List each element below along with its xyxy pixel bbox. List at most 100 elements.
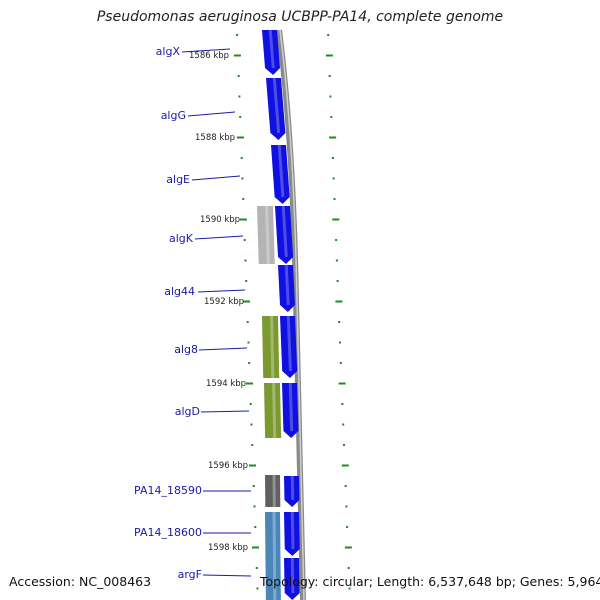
scale-tick — [250, 423, 253, 426]
gene-arrow-algx — [262, 29, 281, 75]
scale-tick — [325, 54, 333, 57]
scale-tick — [246, 321, 249, 323]
scale-tick — [335, 300, 343, 303]
scale-tick — [328, 75, 331, 77]
scale-tick — [239, 116, 242, 118]
gene-label-pa14-18600[interactable]: PA14_18600 — [134, 526, 202, 539]
scale-tick — [241, 177, 244, 180]
label-leader-lines — [181, 48, 252, 577]
gene-arrow-pa14-18590 — [284, 475, 300, 507]
scale-tick — [256, 587, 259, 590]
scale-tick — [335, 239, 338, 241]
gene-block-algd-body — [264, 383, 282, 438]
gene-block-pa14-18600-shine — [272, 511, 277, 600]
scale-tick — [343, 444, 345, 446]
label-leader-line — [194, 235, 244, 240]
scale-tick — [244, 259, 247, 262]
scale-tick — [332, 177, 335, 180]
scale-tick — [329, 136, 337, 139]
gene-arrow-pa14-18600-shine — [290, 511, 295, 550]
scale-tick — [253, 505, 256, 508]
gene-arrow-alg44 — [278, 264, 295, 312]
gene-block-grey — [257, 205, 275, 265]
gene-arrow-alge-shine — [277, 144, 285, 198]
scale-tick — [335, 259, 338, 262]
scale-tick — [242, 198, 245, 200]
scale-ticks — [233, 34, 352, 590]
scale-tick — [330, 116, 333, 118]
gene-arrow-algg-body — [266, 78, 286, 140]
gene-arrow-alg44-body — [278, 265, 295, 312]
gene-block-pa14-18600 — [265, 511, 281, 600]
scale-tick — [342, 423, 345, 426]
gene-label-algd[interactable]: algD — [174, 405, 200, 418]
gene-arrow-algk-body — [275, 206, 294, 264]
topology-text: Topology: circular; Length: 6,537,648 bp… — [260, 574, 600, 589]
gene-features — [257, 29, 300, 600]
scale-tick — [237, 75, 240, 77]
gene-label-algx[interactable]: algX — [155, 45, 180, 58]
gene-block-pa14-18600-body — [265, 512, 281, 600]
scale-tick — [236, 34, 239, 36]
gene-label-alg44[interactable]: alg44 — [164, 285, 195, 298]
label-leader-line — [200, 410, 250, 413]
scale-tick — [255, 567, 258, 569]
gene-arrow-pa14-18590-body — [284, 476, 300, 507]
scale-tick — [336, 280, 339, 282]
label-leader-line — [198, 347, 248, 351]
accession-text: Accession: NC_008463 — [9, 574, 152, 589]
genome-backbone-arc — [276, 29, 306, 600]
gene-label-alg8[interactable]: alg8 — [174, 343, 198, 356]
gene-arrow-alg8 — [280, 315, 298, 378]
scale-tick — [252, 485, 255, 487]
gene-block-alg8-body — [262, 316, 280, 378]
gene-label-argf[interactable]: argF — [177, 568, 202, 581]
label-leader-line — [181, 48, 231, 53]
scale-tick — [236, 136, 244, 139]
gene-block-pa14-18590-body — [265, 475, 281, 507]
gene-arrow-pa14-18600-body — [284, 512, 300, 556]
scale-tick — [251, 444, 254, 446]
gene-arrow-algx-shine — [268, 29, 275, 69]
scale-tick — [348, 587, 351, 590]
map-title: Pseudomonas aeruginosa UCBPP-PA14, compl… — [96, 9, 504, 25]
gene-arrow-algk-shine — [281, 205, 288, 258]
scale-tick — [339, 362, 342, 364]
scale-tick — [238, 95, 241, 98]
gene-arrow-alg8-body — [280, 316, 298, 378]
gene-arrow-alge-body — [271, 145, 290, 204]
scale-label: 1590 kbp — [200, 215, 241, 225]
scale-label: 1598 kbp — [208, 543, 249, 553]
gene-label-algg[interactable]: algG — [160, 109, 186, 122]
label-leader-line — [197, 289, 246, 293]
gene-label-algk[interactable]: algK — [169, 232, 193, 245]
scale-tick — [233, 54, 241, 57]
scale-tick — [331, 157, 334, 159]
scale-tick — [243, 300, 250, 303]
gene-block-alg8 — [262, 315, 280, 379]
scale-tick — [341, 464, 349, 467]
scale-tick — [247, 341, 250, 344]
gene-arrow-argf-body — [284, 558, 300, 600]
scale-label: 1596 kbp — [208, 461, 249, 471]
scale-tick — [345, 505, 348, 508]
gene-block-algd-shine — [272, 382, 277, 439]
scale-tick — [252, 546, 259, 549]
scale-tick — [338, 321, 341, 323]
gene-block-algd — [264, 382, 282, 439]
scale-tick — [344, 546, 352, 549]
gene-label-pa14-18590[interactable]: PA14_18590 — [134, 484, 202, 497]
header-mask — [0, 0, 600, 30]
scale-tick — [249, 403, 252, 405]
scale-tick — [254, 526, 257, 528]
scale-tick — [243, 239, 246, 241]
gene-arrow-argf-shine — [290, 557, 295, 594]
gene-arrow-algd — [282, 382, 299, 438]
gene-label-alge[interactable]: algE — [166, 173, 190, 186]
gene-arrow-pa14-18600 — [284, 511, 300, 556]
scale-tick — [341, 403, 344, 405]
scale-tick — [246, 382, 253, 385]
gene-arrow-algd-shine — [288, 382, 294, 432]
gene-arrow-algx-body — [262, 30, 281, 75]
